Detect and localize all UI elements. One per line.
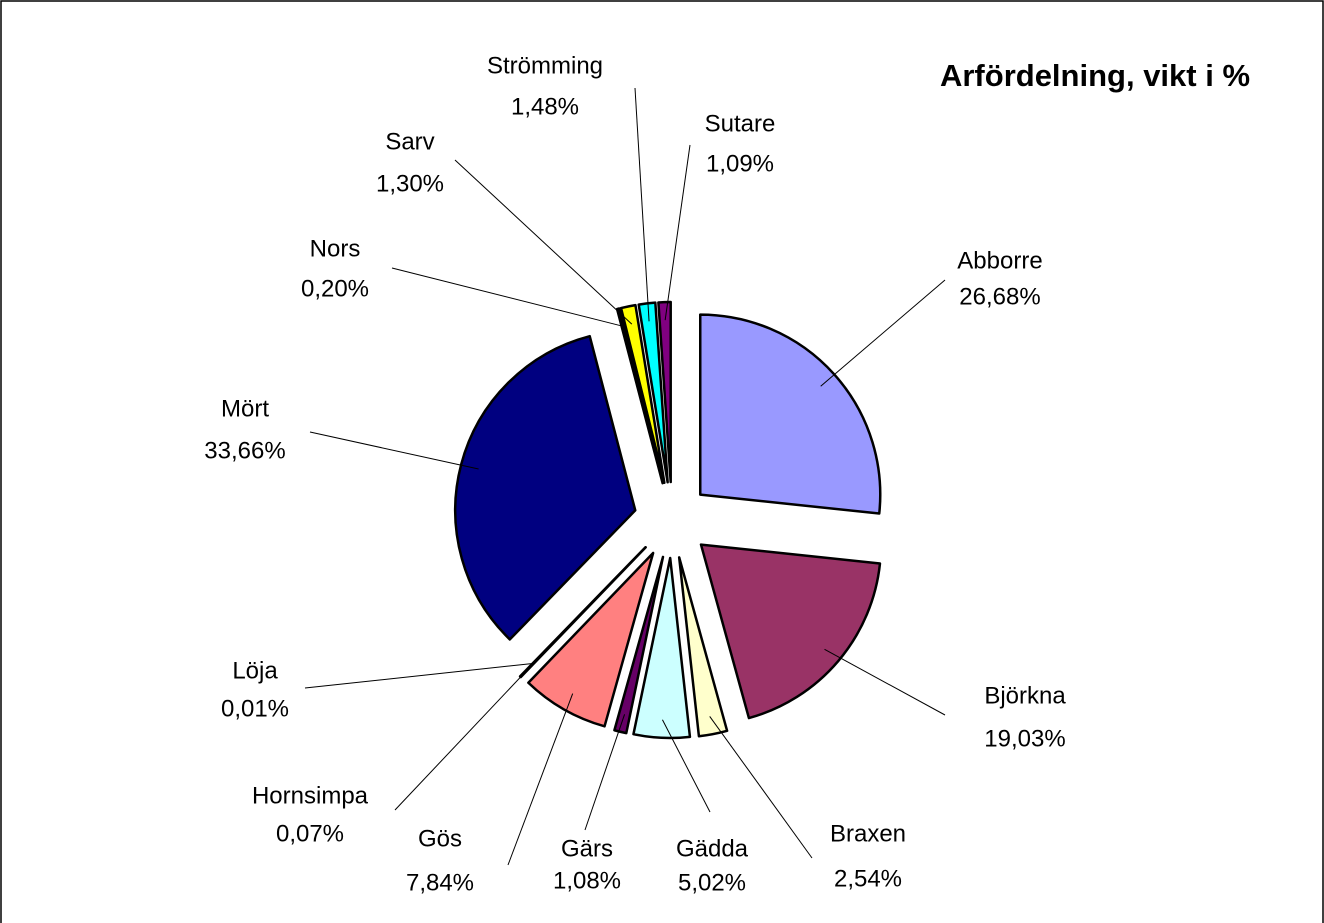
slice-value-label: 0,01% [221,695,289,722]
pie-slice [527,551,655,728]
pie-slice [677,556,729,738]
leader-line [454,159,633,325]
slice-value-label: 1,09% [706,150,774,177]
pie-slice [637,301,669,484]
leader-line [394,663,534,811]
slice-label: Strömming [487,52,603,79]
leader-line [391,267,623,327]
leader-line [709,716,813,859]
slice-value-label: 19,03% [984,725,1065,752]
pie-slice [518,546,647,678]
slice-value-label: 5,02% [678,869,746,896]
slice-value-label: 33,66% [204,437,285,464]
leader-line [664,144,691,321]
slice-label: Mört [221,395,269,422]
pie-slice [699,543,882,720]
slice-label: Löja [232,657,278,684]
pie-slice [619,303,666,485]
pie-slice [632,556,692,740]
slice-value-label: 7,84% [406,869,474,896]
slice-label: Gärs [561,835,613,862]
pie-slice [454,334,637,641]
slice-label: Gädda [676,835,749,862]
slice-value-label: 1,30% [376,170,444,197]
slice-label: Sutare [705,110,776,137]
slice-label: Nors [310,235,361,262]
leader-line [584,714,626,831]
pie-slice [615,307,664,485]
slice-value-label: 1,48% [511,93,579,120]
leader-line [309,431,479,470]
leader-line [820,279,946,387]
pie-slice [699,313,882,515]
chart-title: Arfördelning, vikt i % [940,58,1250,93]
pie-slice [657,300,672,484]
leader-line [824,648,946,716]
slice-value-label: 26,68% [959,283,1040,310]
leader-line [507,693,574,866]
slice-label: Hornsimpa [252,782,369,809]
leader-line [304,662,533,689]
slice-value-label: 2,54% [834,865,902,892]
slice-label: Abborre [957,247,1042,274]
leader-line [662,719,711,813]
slice-label: Björkna [984,682,1066,709]
slice-label: Gös [418,825,462,852]
slice-value-label: 0,07% [276,820,344,847]
pie-slice [613,555,665,735]
leader-line [634,87,650,322]
slice-label: Sarv [385,128,434,155]
slice-value-label: 1,08% [553,867,621,894]
slice-value-label: 0,20% [301,275,369,302]
slice-label: Braxen [830,820,906,847]
